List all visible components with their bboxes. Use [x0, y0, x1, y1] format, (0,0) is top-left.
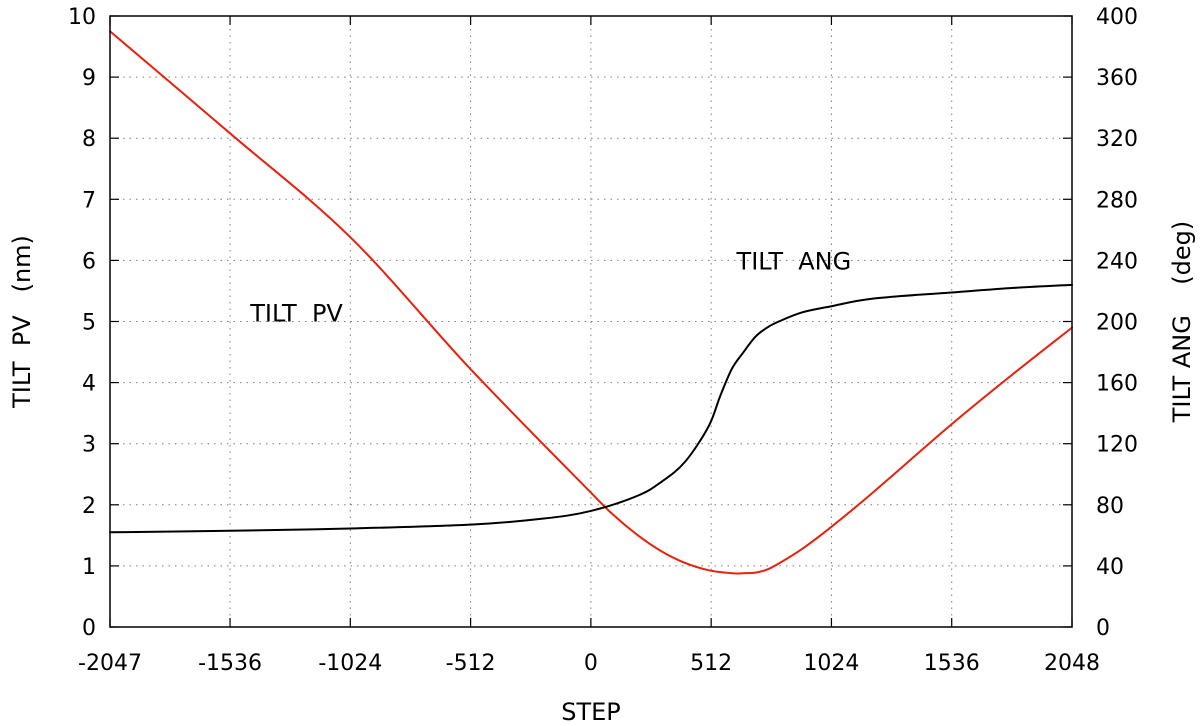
y-right-tick-label: 80	[1096, 494, 1124, 519]
x-tick-label: -2047	[78, 651, 142, 676]
x-tick-label: -1024	[318, 651, 382, 676]
x-tick-label: -512	[446, 651, 496, 676]
y-right-tick-label: 240	[1096, 249, 1138, 274]
tick-labels-layer: -2047 -1536 -1024 -512 0 512 1024 1536 2048 0 1 2 3 4…	[68, 5, 1138, 676]
series-layer	[109, 30, 1073, 575]
y-left-tick-label: 2	[82, 494, 96, 519]
y-right-tick-label: 360	[1096, 66, 1138, 91]
y-left-tick-label: 3	[82, 433, 96, 458]
y-right-tick-label: 160	[1096, 372, 1138, 397]
x-tick-label: 0	[584, 651, 598, 676]
y-left-tick-label: 6	[82, 249, 96, 274]
y-left-tick-label: 5	[82, 311, 96, 336]
x-tick-label: 1024	[803, 651, 859, 676]
y-left-tick-label: 9	[82, 66, 96, 91]
y-left-tick-label: 0	[82, 616, 96, 641]
x-tick-label: 2048	[1044, 651, 1100, 676]
y-right-tick-label: 280	[1096, 188, 1138, 213]
y-left-tick-label: 1	[82, 555, 96, 580]
x-tick-label: 512	[690, 651, 732, 676]
y-left-tick-label: 4	[82, 372, 96, 397]
y-right-tick-label: 0	[1096, 616, 1110, 641]
y-left-tick-label: 7	[82, 188, 96, 213]
y-right-tick-label: 320	[1096, 127, 1138, 152]
y-right-tick-label: 400	[1096, 5, 1138, 30]
x-axis-title: STEP	[561, 698, 621, 726]
x-tick-label: -1536	[198, 651, 262, 676]
annotation-tilt-ang: TILT ANG	[736, 248, 852, 276]
series-line-tilt-pv	[109, 30, 1073, 575]
right-y-axis-title: TILT ANG (deg)	[1168, 221, 1196, 424]
series-line-tilt-ang	[109, 283, 1073, 534]
left-y-axis-title: TILT PV (nm)	[8, 235, 36, 409]
ticks-layer	[109, 15, 1073, 628]
grid-layer	[110, 16, 1072, 627]
y-left-tick-label: 10	[68, 5, 96, 30]
y-left-tick-label: 8	[82, 127, 96, 152]
y-right-tick-label: 40	[1096, 555, 1124, 580]
y-right-tick-label: 200	[1096, 311, 1138, 336]
annotation-tilt-pv: TILT PV	[249, 300, 343, 328]
x-tick-label: 1536	[924, 651, 980, 676]
y-right-tick-label: 120	[1096, 433, 1138, 458]
